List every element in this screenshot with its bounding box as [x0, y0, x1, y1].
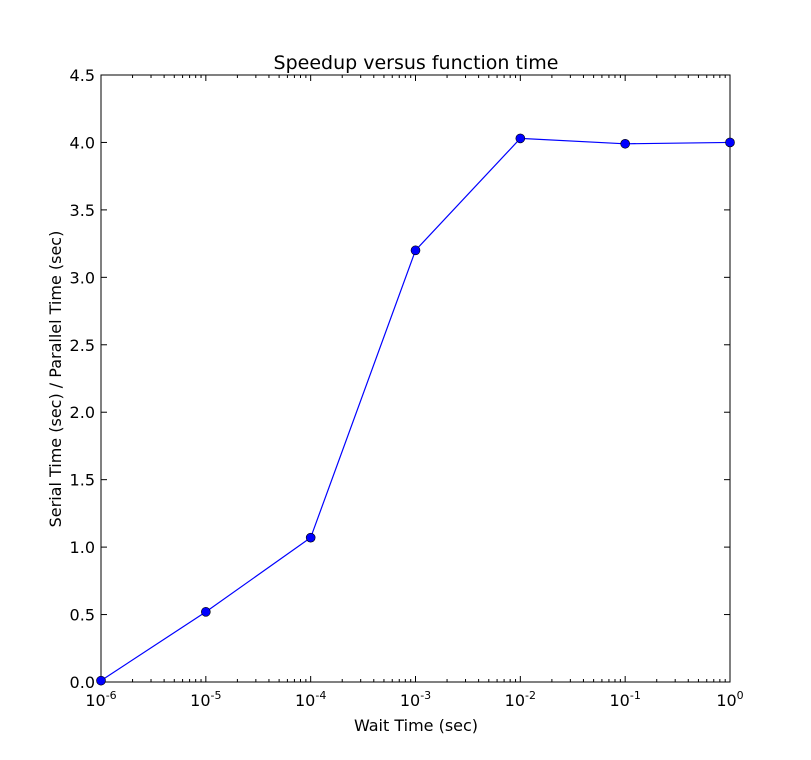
- y-tick-label: 0.0: [70, 673, 95, 692]
- y-tick-label: 4.5: [70, 66, 95, 85]
- x-tick-label: 10-2: [505, 689, 536, 710]
- y-tick-label: 4.0: [70, 133, 95, 152]
- x-tick-label: 10-4: [295, 689, 326, 710]
- y-tick-label: 0.5: [70, 606, 95, 625]
- y-tick-label: 2.0: [70, 403, 95, 422]
- y-tick-label: 2.5: [70, 336, 95, 355]
- y-axis-label: Serial Time (sec) / Parallel Time (sec): [46, 231, 65, 528]
- data-point: [96, 675, 106, 686]
- data-point: [515, 133, 526, 144]
- x-tick-label: 100: [716, 689, 743, 710]
- x-tick-label: 10-6: [85, 689, 116, 710]
- y-tick-label: 3.5: [70, 201, 95, 220]
- data-point: [305, 532, 316, 543]
- y-tick-label: 1.5: [70, 471, 95, 490]
- chart-title: Speedup versus function time: [274, 52, 559, 74]
- x-tick-label: 10-5: [190, 689, 221, 710]
- data-point: [410, 245, 421, 256]
- x-tick-label: 10-3: [400, 689, 431, 710]
- data-point: [620, 138, 630, 149]
- y-tick-label: 3.0: [70, 268, 95, 287]
- x-tick-label: 10-1: [610, 689, 641, 710]
- data-point: [725, 137, 735, 148]
- data-point: [201, 607, 211, 617]
- x-axis-label: Wait Time (sec): [354, 716, 478, 735]
- y-tick-label: 1.0: [70, 538, 95, 557]
- plot-area: 0.0 0.5 1.0 1.5 2.0 2.5 3.0 3.5 4.0 4.5 10-6 10-5 10…: [70, 66, 744, 710]
